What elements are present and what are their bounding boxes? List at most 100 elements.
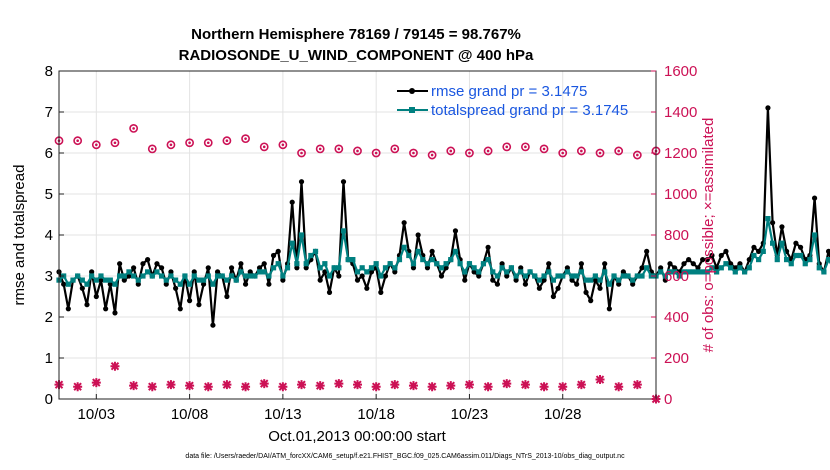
rmse-point (452, 228, 459, 234)
rmse-point (569, 277, 575, 283)
rmse-point (368, 269, 375, 275)
totalspread-point (480, 261, 487, 267)
totalspread-point (452, 248, 459, 254)
totalspread-point (756, 257, 762, 263)
totalspread-point (681, 269, 687, 275)
totalspread-point (560, 273, 566, 279)
rmse-point (825, 248, 830, 254)
totalspread-point (616, 277, 622, 283)
obs-possible-marker (371, 148, 381, 158)
rmse-point (564, 265, 570, 271)
totalspread-point (210, 281, 216, 287)
obs-possible-marker (632, 150, 642, 160)
rmse-point (191, 269, 197, 275)
rmse-point (107, 281, 113, 287)
y-left-tick-label: 7 (45, 104, 53, 121)
rmse-point (275, 248, 281, 254)
y-left-tick-label: 5 (45, 186, 53, 203)
rmse-point (700, 257, 706, 263)
obs-possible-marker-core (244, 137, 247, 140)
rmse-point (541, 277, 547, 283)
rmse-point (200, 281, 207, 287)
rmse-point (583, 289, 589, 295)
legend-rmse-label: rmse grand pr = 3.1475 (431, 83, 587, 100)
obs-assimilated-marker (110, 361, 120, 371)
rmse-point (61, 281, 67, 287)
obs-assimilated-marker (278, 382, 288, 392)
totalspread-point (606, 281, 612, 287)
obs-possible-marker-core (561, 151, 565, 155)
totalspread-point (816, 265, 822, 271)
obs-assimilated-marker (203, 382, 213, 392)
totalspread-point (65, 281, 71, 287)
rmse-point (261, 261, 267, 267)
rmse-point (173, 285, 179, 291)
rmse-point (704, 257, 710, 263)
totalspread-point (466, 261, 473, 267)
rmse-point (550, 293, 556, 300)
rmse-point (686, 257, 692, 263)
rmse-point (196, 302, 202, 308)
totalspread-point (140, 273, 146, 279)
rmse-point (186, 298, 193, 304)
y-right-tick-label: 1200 (664, 145, 697, 162)
totalspread-point (513, 273, 519, 279)
totalspread-point (797, 252, 804, 259)
obs-possible-marker-core (225, 139, 229, 142)
obs-possible-marker (110, 138, 120, 148)
totalspread-point (779, 240, 785, 246)
rmse-point (354, 277, 361, 283)
rmse-point (499, 261, 505, 267)
rmse-point (620, 269, 626, 275)
rmse-point (154, 261, 160, 267)
totalspread-point (457, 261, 463, 267)
totalspread-point (252, 273, 258, 279)
totalspread-point (70, 277, 76, 283)
totalspread-point (401, 244, 407, 250)
totalspread-point (658, 269, 664, 275)
rmse-point (494, 281, 501, 287)
totalspread-point (676, 273, 682, 279)
obs-assimilated-marker (595, 375, 605, 385)
totalspread-point (350, 257, 356, 263)
rmse-point (485, 244, 491, 250)
totalspread-point (718, 265, 724, 271)
obs-possible-marker-core (318, 147, 322, 151)
totalspread-point (275, 261, 281, 267)
totalspread-point (191, 273, 197, 279)
totalspread-point (746, 265, 752, 271)
totalspread-point (583, 277, 589, 283)
obs-assimilated-marker (315, 381, 325, 391)
x-axis: 10/03 10/08 10/13 10/18 10/23 10/28 (78, 394, 581, 423)
totalspread-point (322, 261, 328, 267)
totalspread-point (303, 261, 309, 267)
y-left-tick-label: 0 (45, 391, 53, 408)
obs-possible-marker (73, 136, 83, 146)
totalspread-point (149, 273, 155, 279)
obs-possible-marker (539, 144, 549, 154)
totalspread-point (368, 265, 375, 271)
rmse-point (616, 281, 622, 287)
totalspread-point (471, 265, 477, 271)
totalspread-point (261, 269, 267, 275)
grid (59, 70, 656, 400)
totalspread-point (420, 257, 426, 263)
obs-possible-marker-core (113, 141, 117, 145)
obs-possible-marker-core (337, 147, 341, 151)
obs-possible-marker (558, 148, 568, 158)
rmse-point (84, 302, 90, 308)
totalspread-point (811, 232, 818, 238)
obs-possible-marker-core (598, 151, 602, 155)
totalspread-point (378, 273, 384, 279)
totalspread-point (284, 265, 291, 271)
rmse-point (630, 281, 636, 287)
totalspread-point (429, 257, 435, 263)
rmse-point (93, 293, 99, 300)
totalspread-point (783, 257, 790, 263)
rmse-point (145, 257, 151, 263)
obs-assimilated-marker (129, 381, 139, 391)
obs-possible-marker-core (505, 145, 509, 149)
totalspread-point (793, 252, 799, 259)
rmse-point (359, 273, 365, 279)
totalspread-point (219, 273, 225, 279)
